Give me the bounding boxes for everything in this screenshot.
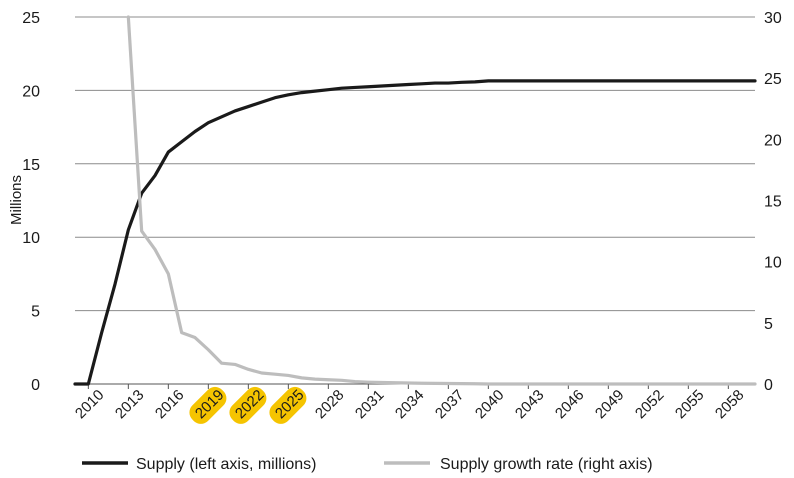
x-tick-label: 2016	[152, 387, 188, 423]
x-tick: 2025	[269, 386, 307, 424]
right-axis-ticks: 0 5 10 15 20 25 30	[764, 10, 782, 394]
x-tick: 2016	[152, 387, 188, 423]
right-tick-label: 0	[764, 377, 773, 394]
x-tick-label: 2028	[312, 387, 348, 423]
x-tick: 2022	[229, 386, 267, 424]
x-tick: 2040	[472, 387, 508, 423]
y-axis-label: Millions	[8, 175, 25, 225]
left-tick-label: 20	[22, 83, 40, 100]
right-tick-label: 5	[764, 316, 773, 333]
left-tick-label: 0	[31, 377, 40, 394]
x-tick: 2019	[189, 386, 227, 424]
x-tick-label: 2046	[552, 387, 588, 423]
x-tick: 2046	[552, 387, 588, 423]
x-tick-label: 2040	[472, 387, 508, 423]
x-tick-label: 2010	[72, 387, 108, 423]
x-tick-label: 2052	[632, 387, 668, 423]
legend: Supply (left axis, millions) Supply growt…	[82, 456, 653, 473]
x-tick-label: 2031	[352, 387, 388, 423]
growth-rate-series-line	[126, 15, 757, 386]
x-tick-highlight	[269, 386, 307, 424]
x-tick-label: 2049	[592, 387, 628, 423]
x-tick: 2037	[432, 387, 468, 423]
x-tick-label: 2034	[392, 387, 428, 423]
right-tick-label: 30	[764, 10, 782, 27]
x-axis: 2010 2013 2016 2019 2022 2025 2028 2031 2034 2037…	[72, 383, 755, 424]
x-tick: 2013	[112, 387, 148, 423]
x-tick: 2028	[312, 387, 348, 423]
legend-label: Supply (left axis, millions)	[136, 456, 317, 473]
x-tick-label: 2055	[672, 387, 708, 423]
x-tick: 2049	[592, 387, 628, 423]
supply-series-line	[73, 79, 757, 386]
x-tick: 2058	[712, 387, 748, 423]
left-tick-label: 15	[22, 157, 40, 174]
right-tick-label: 10	[764, 255, 782, 272]
left-tick-label: 25	[22, 10, 40, 27]
x-tick: 2010	[72, 387, 108, 423]
series-lines	[73, 15, 757, 386]
x-tick: 2055	[672, 387, 708, 423]
right-tick-label: 25	[764, 71, 782, 88]
legend-label: Supply growth rate (right axis)	[440, 456, 653, 473]
gridlines	[75, 16, 755, 385]
x-tick: 2031	[352, 387, 388, 423]
x-tick-label: 2013	[112, 387, 148, 423]
right-tick-label: 20	[764, 132, 782, 149]
x-tick: 2052	[632, 387, 668, 423]
x-tick-label: 2058	[712, 387, 748, 423]
x-tick-highlight	[229, 386, 267, 424]
x-tick: 2034	[392, 387, 428, 423]
left-tick-label: 10	[22, 230, 40, 247]
x-tick-label: 2043	[512, 387, 548, 423]
x-tick: 2043	[512, 387, 548, 423]
x-tick-label: 2037	[432, 387, 468, 423]
x-tick-highlight	[189, 386, 227, 424]
left-axis-ticks: 0 5 10 15 20 25	[22, 10, 40, 394]
left-tick-label: 5	[31, 304, 40, 321]
right-tick-label: 15	[764, 194, 782, 211]
